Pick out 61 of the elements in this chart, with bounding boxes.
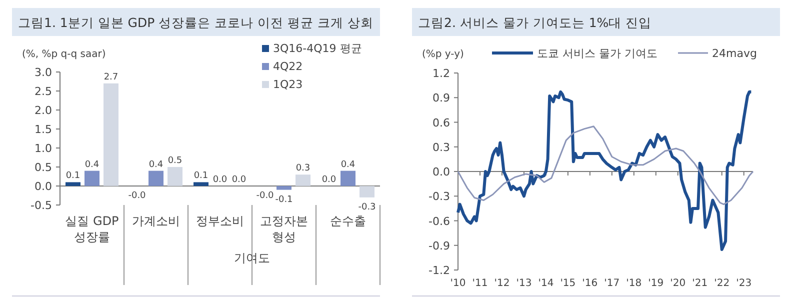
data-label: 0.4 [148,160,164,170]
chart-title: 그림1. 1분기 일본 GDP 성장률은 코로나 이전 평균 크게 상회 [18,15,374,30]
data-label: 0.3 [296,164,310,174]
legend-label: 3Q16-4Q19 평균 [273,42,362,55]
x-tick-label: '12 [494,278,510,289]
y-tick-label: -1.2 [428,264,450,277]
legend-label: 24mavg [712,47,757,60]
data-label: 0.0 [322,175,336,185]
x-tick-label: 순수출 [330,214,366,228]
y-tick-label: 3.0 [34,66,52,79]
y-tick-label: 0.5 [34,161,52,174]
y-tick-label: 0.3 [432,140,450,154]
data-label: -0.0 [256,191,274,201]
y-tick-label: 2.0 [34,104,52,117]
y-tick-label: -0.5 [30,199,52,212]
x-tick-label: '19 [648,278,664,289]
data-label: 0.1 [66,171,80,182]
x-tick-label: 가계소비 [132,214,180,228]
x-tick-label: '21 [692,278,708,289]
x-tick-label: '11 [472,278,488,289]
x-tick-label: 고정자본 형성 [260,214,308,244]
data-label: -0.1 [275,194,293,205]
data-label: 2.7 [104,72,118,82]
data-label: 0.5 [168,156,182,166]
y-tick-label: 0.0 [34,180,52,193]
x-tick-label: '17 [604,278,620,289]
chart-title: 그림2. 서비스 물가 기여도는 1%대 진입 [418,15,652,30]
x-tick-label: '23 [736,278,752,289]
x-tick-label: '16 [582,278,598,289]
x-tick-label: '13 [516,278,532,289]
y-tick-label: -0.6 [428,214,450,228]
legend-label: 도쿄 서비스 물가 기여도 [537,47,658,60]
y-tick-label: 1.2 [432,67,450,80]
x-tick-label: '22 [714,278,730,289]
x-tick-label: 실질 GDP 성장률 [65,214,119,244]
data-label: 0.0 [212,175,228,185]
y-tick-label: 2.5 [34,85,52,98]
y-tick-label: -0.3 [428,190,450,204]
y-tick-label: 0.6 [432,116,450,130]
x-tick-label: '20 [670,278,686,289]
x-tick-label: '15 [560,278,576,289]
text: 기여도 [234,251,270,265]
y-tick-label: 0.0 [432,166,450,178]
y-axis-title: (%, %p q-q saar) [22,49,106,60]
y-axis-title: (%p y-y) [422,49,464,60]
data-label: 0.4 [340,160,356,170]
y-tick-label: -0.9 [428,239,450,252]
x-tick-label: 정부소비 [196,214,244,228]
x-tick-label: '10 [450,278,466,289]
data-label: 0.1 [194,171,208,182]
y-tick-label: 1.0 [34,142,52,155]
data-label: -0.0 [128,191,146,201]
legend-label: 4Q22 [273,60,303,73]
legend-label: 1Q23 [273,78,303,91]
x-tick-label: '18 [626,278,642,289]
y-tick-label: 1.5 [34,123,52,136]
data-label: 0.0 [232,175,246,185]
x-tick-label: '14 [538,278,554,289]
data-label: -0.3 [358,202,376,212]
y-tick-label: 0.9 [432,92,450,105]
data-label: 0.4 [84,160,100,170]
